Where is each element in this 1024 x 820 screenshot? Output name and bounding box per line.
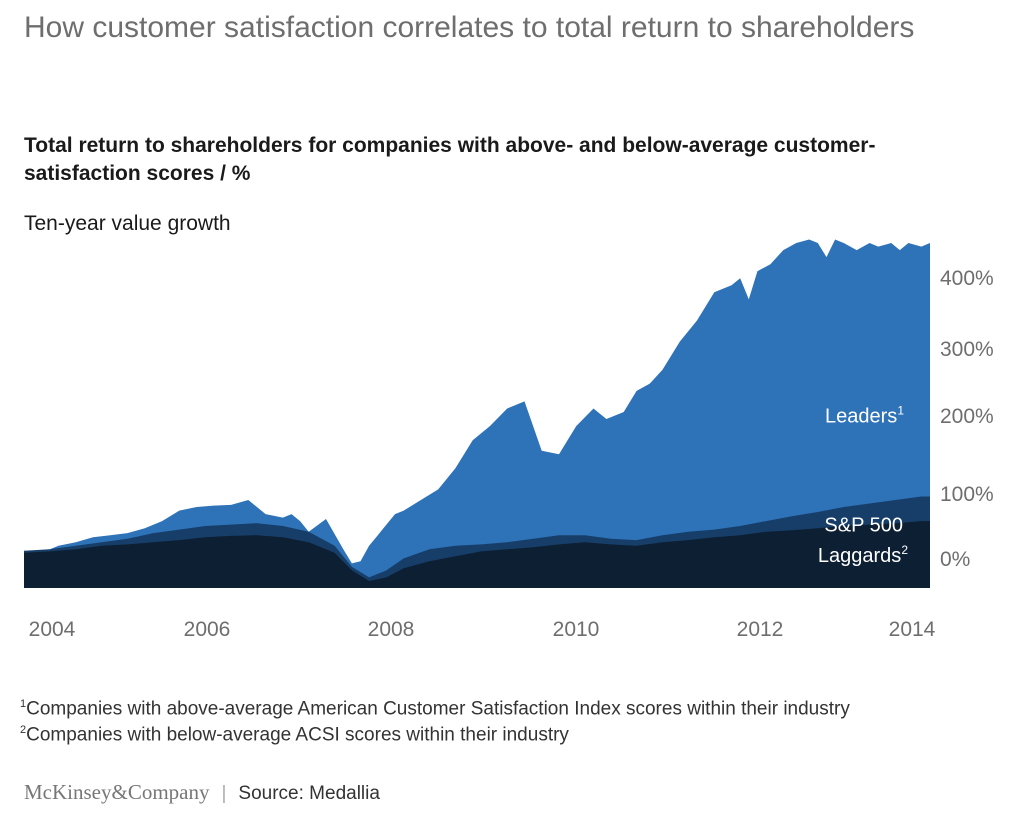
- y-tick-label: 400%: [940, 267, 994, 290]
- footer: McKinsey&Company | Source: Medallia: [24, 780, 380, 805]
- footnote-2: 2Companies with below-average ACSI score…: [20, 724, 569, 746]
- footnote-1: 1Companies with above-average American C…: [20, 698, 850, 720]
- y-tick-label: 100%: [940, 483, 994, 506]
- chart-subtitle: Total return to shareholders for compani…: [24, 134, 876, 185]
- footnote-1-mark: 1: [20, 698, 27, 710]
- series-label-leaders: Leaders1: [825, 404, 904, 428]
- footnote-2-text: Companies with below-average ACSI scores…: [26, 724, 569, 746]
- footnote-1-text: Companies with above-average American Cu…: [26, 698, 850, 720]
- y-axis-label: Ten-year value growth: [24, 212, 231, 235]
- x-tick-label: 2008: [368, 618, 415, 641]
- chart-title: How customer satisfaction correlates to …: [24, 11, 915, 44]
- x-tick-label: 2014: [889, 618, 936, 641]
- x-tick-label: 2004: [29, 618, 76, 641]
- series-label-mark: 2: [901, 543, 908, 557]
- y-tick-label: 0%: [940, 548, 970, 571]
- series-area-laggards: [24, 521, 930, 588]
- y-tick-label: 300%: [940, 338, 994, 361]
- x-tick-label: 2012: [737, 618, 784, 641]
- footer-separator: |: [221, 783, 227, 804]
- y-tick-label: 200%: [940, 405, 994, 428]
- area-chart: Leaders1 S&P 500 Laggards2 0% 100% 200% 300% 40…: [24, 239, 994, 641]
- series-area-leaders: [24, 239, 930, 588]
- brand-logo: McKinsey&Company: [24, 780, 210, 804]
- footnote-2-mark: 2: [20, 724, 27, 736]
- series-label-s-p-500: S&P 500: [824, 515, 903, 537]
- series-label-mark: 1: [897, 404, 904, 418]
- x-tick-label: 2010: [553, 618, 600, 641]
- series-label-laggards: Laggards2: [818, 543, 908, 567]
- x-tick-label: 2006: [184, 618, 231, 641]
- source-note: Source: Medallia: [238, 783, 380, 804]
